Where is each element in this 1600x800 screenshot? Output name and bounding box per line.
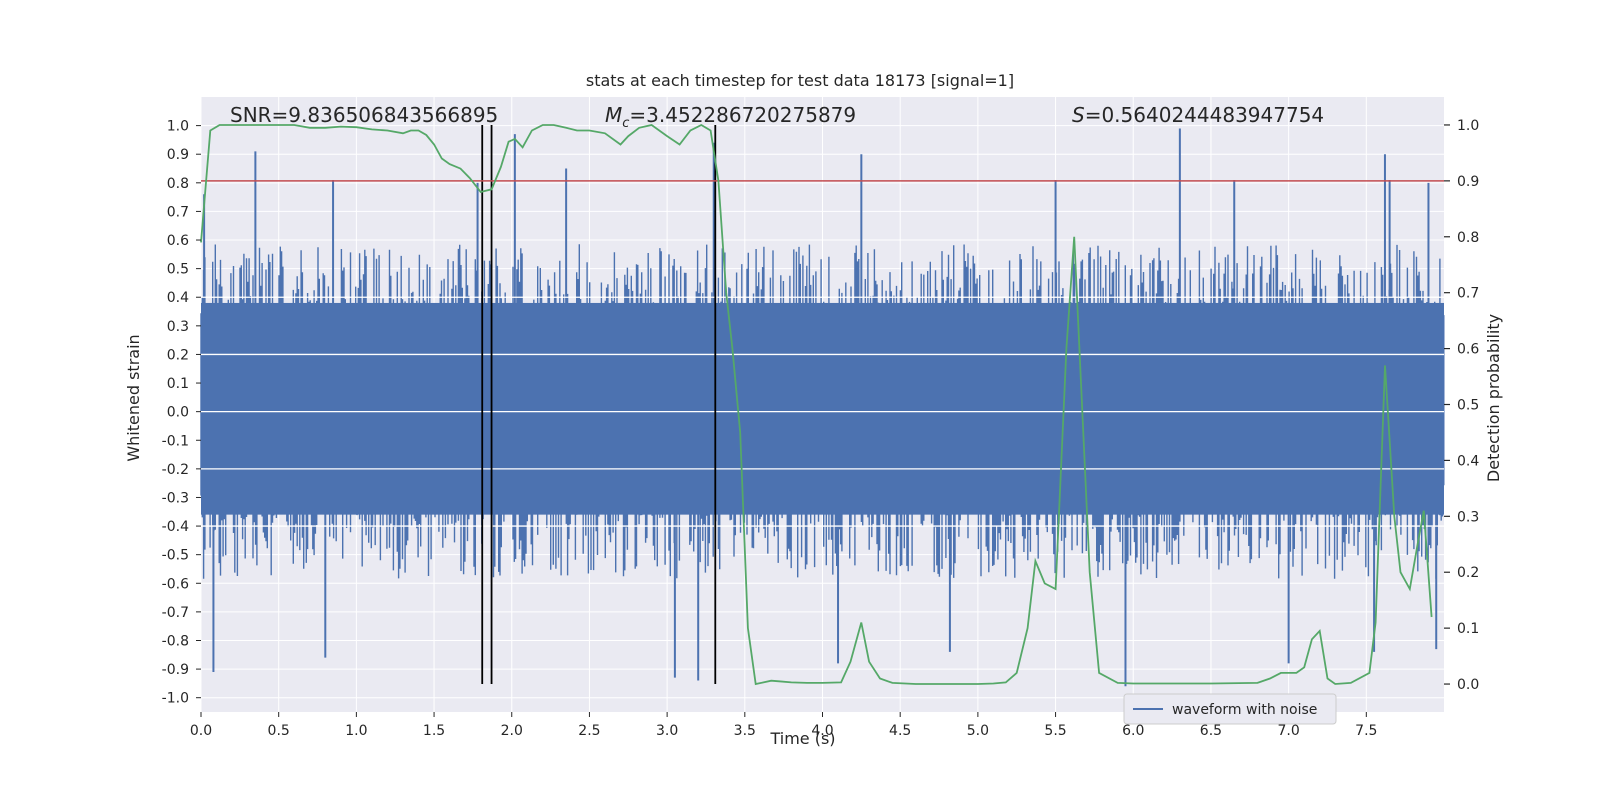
score-value: =0.5640244483947754: [1085, 103, 1324, 127]
x-axis-ticks: 0.0 0.5 1.0 1.5 2.0 2.5 3.0 3.5 4.0 4.5 5.0 5.5 6.0 6…: [190, 712, 1377, 739]
y-left-tick-label: 0.4: [167, 290, 189, 306]
y-left-tick-label: 0.0: [167, 405, 189, 421]
waveform-core: [201, 302, 1444, 515]
waveform-series: [200, 128, 1445, 687]
score-annotation: S=0.5640244483947754: [1072, 103, 1324, 127]
chirp-mass-annotation: Mc=3.452286720275879: [605, 103, 856, 131]
y-left-tick-label: -0.7: [162, 605, 189, 621]
y-right-axis-label: Detection probability: [1484, 314, 1503, 482]
y-right-tick-label: 0.4: [1457, 453, 1479, 469]
y-right-tick-label: 0.3: [1457, 509, 1479, 525]
x-tick-label: 6.5: [1200, 723, 1222, 739]
y-right-tick-label: 0.2: [1457, 565, 1479, 581]
y-left-tick-label: 0.9: [167, 147, 189, 163]
x-tick-label: 4.0: [811, 723, 833, 739]
y-right-tick-label: 0.9: [1457, 174, 1479, 190]
detection-probability-line: [200, 123, 1433, 686]
y-right-tick-label: 0.5: [1457, 398, 1479, 414]
x-tick-label: 7.0: [1277, 723, 1299, 739]
y-left-tick-label: -0.9: [162, 662, 189, 678]
y-left-tick-label: -0.3: [162, 490, 189, 506]
x-tick-label: 1.0: [345, 723, 367, 739]
y-right-tick-label: 0.0: [1457, 677, 1479, 693]
x-tick-label: 5.5: [1044, 723, 1066, 739]
chirp-mass-subscript: c: [622, 116, 629, 131]
y-left-tick-label: -0.6: [162, 576, 189, 592]
y-right-tick-label: 0.1: [1457, 621, 1479, 637]
y-left-tick-label: -0.1: [162, 433, 189, 449]
y-right-tick-label: 0.7: [1457, 286, 1479, 302]
y-left-tick-label: 0.2: [167, 347, 189, 363]
y-right-tick-label: 1.0: [1457, 118, 1479, 134]
x-tick-label: 2.5: [578, 723, 600, 739]
chirp-mass-value: =3.452286720275879: [629, 103, 856, 127]
x-tick-label: 6.0: [1122, 723, 1144, 739]
legend-box: [1123, 693, 1337, 725]
y-left-tick-label: 1.0: [167, 119, 189, 135]
y-left-tick-label: 0.3: [167, 319, 189, 335]
score-symbol: S: [1072, 103, 1085, 127]
y-left-tick-label: 0.5: [167, 262, 189, 278]
legend: waveform with noise: [1123, 693, 1337, 725]
event-vertical-lines: [481, 124, 717, 685]
x-tick-label: 3.0: [656, 723, 678, 739]
y-left-tick-label: -0.2: [162, 462, 189, 478]
x-tick-label: 5.0: [967, 723, 989, 739]
y-left-tick-label: 0.7: [167, 204, 189, 220]
chirp-mass-symbol: M: [605, 103, 622, 127]
x-tick-label: 2.0: [501, 723, 523, 739]
x-tick-label: 1.5: [423, 723, 445, 739]
y-left-tick-label: -0.8: [162, 633, 189, 649]
x-axis-label: Time (s): [769, 729, 835, 748]
legend-label: waveform with noise: [1172, 702, 1317, 718]
x-tick-label: 4.5: [889, 723, 911, 739]
y-left-tick-label: -0.4: [162, 519, 189, 535]
y-right-axis-ticks: 0.0 0.1 0.2 0.3 0.4 0.5 0.6 0.7 0.8 0.9 1.0: [1444, 118, 1479, 693]
y-left-tick-label: 0.8: [167, 176, 189, 192]
y-left-tick-label: 0.1: [167, 376, 189, 392]
snr-annotation: SNR=9.836506843566895: [230, 103, 498, 127]
y-left-axis-ticks: -1.0 -0.9 -0.8 -0.7 -0.6 -0.5 -0.4 -0.3 -0.2 -0.1…: [162, 119, 201, 707]
x-tick-label: 3.5: [734, 723, 756, 739]
x-tick-label: 0.0: [190, 723, 212, 739]
y-left-tick-label: -0.5: [162, 548, 189, 564]
y-left-axis-label: Whitened strain: [124, 334, 143, 461]
chart-title: stats at each timestep for test data 181…: [586, 71, 1014, 90]
y-right-tick-label: 0.6: [1457, 342, 1479, 358]
y-left-tick-label: -1.0: [162, 691, 189, 707]
y-left-tick-label: 0.6: [167, 233, 189, 249]
y-right-tick-label: 0.8: [1457, 230, 1479, 246]
x-tick-label: 7.5: [1355, 723, 1377, 739]
x-tick-label: 0.5: [268, 723, 290, 739]
